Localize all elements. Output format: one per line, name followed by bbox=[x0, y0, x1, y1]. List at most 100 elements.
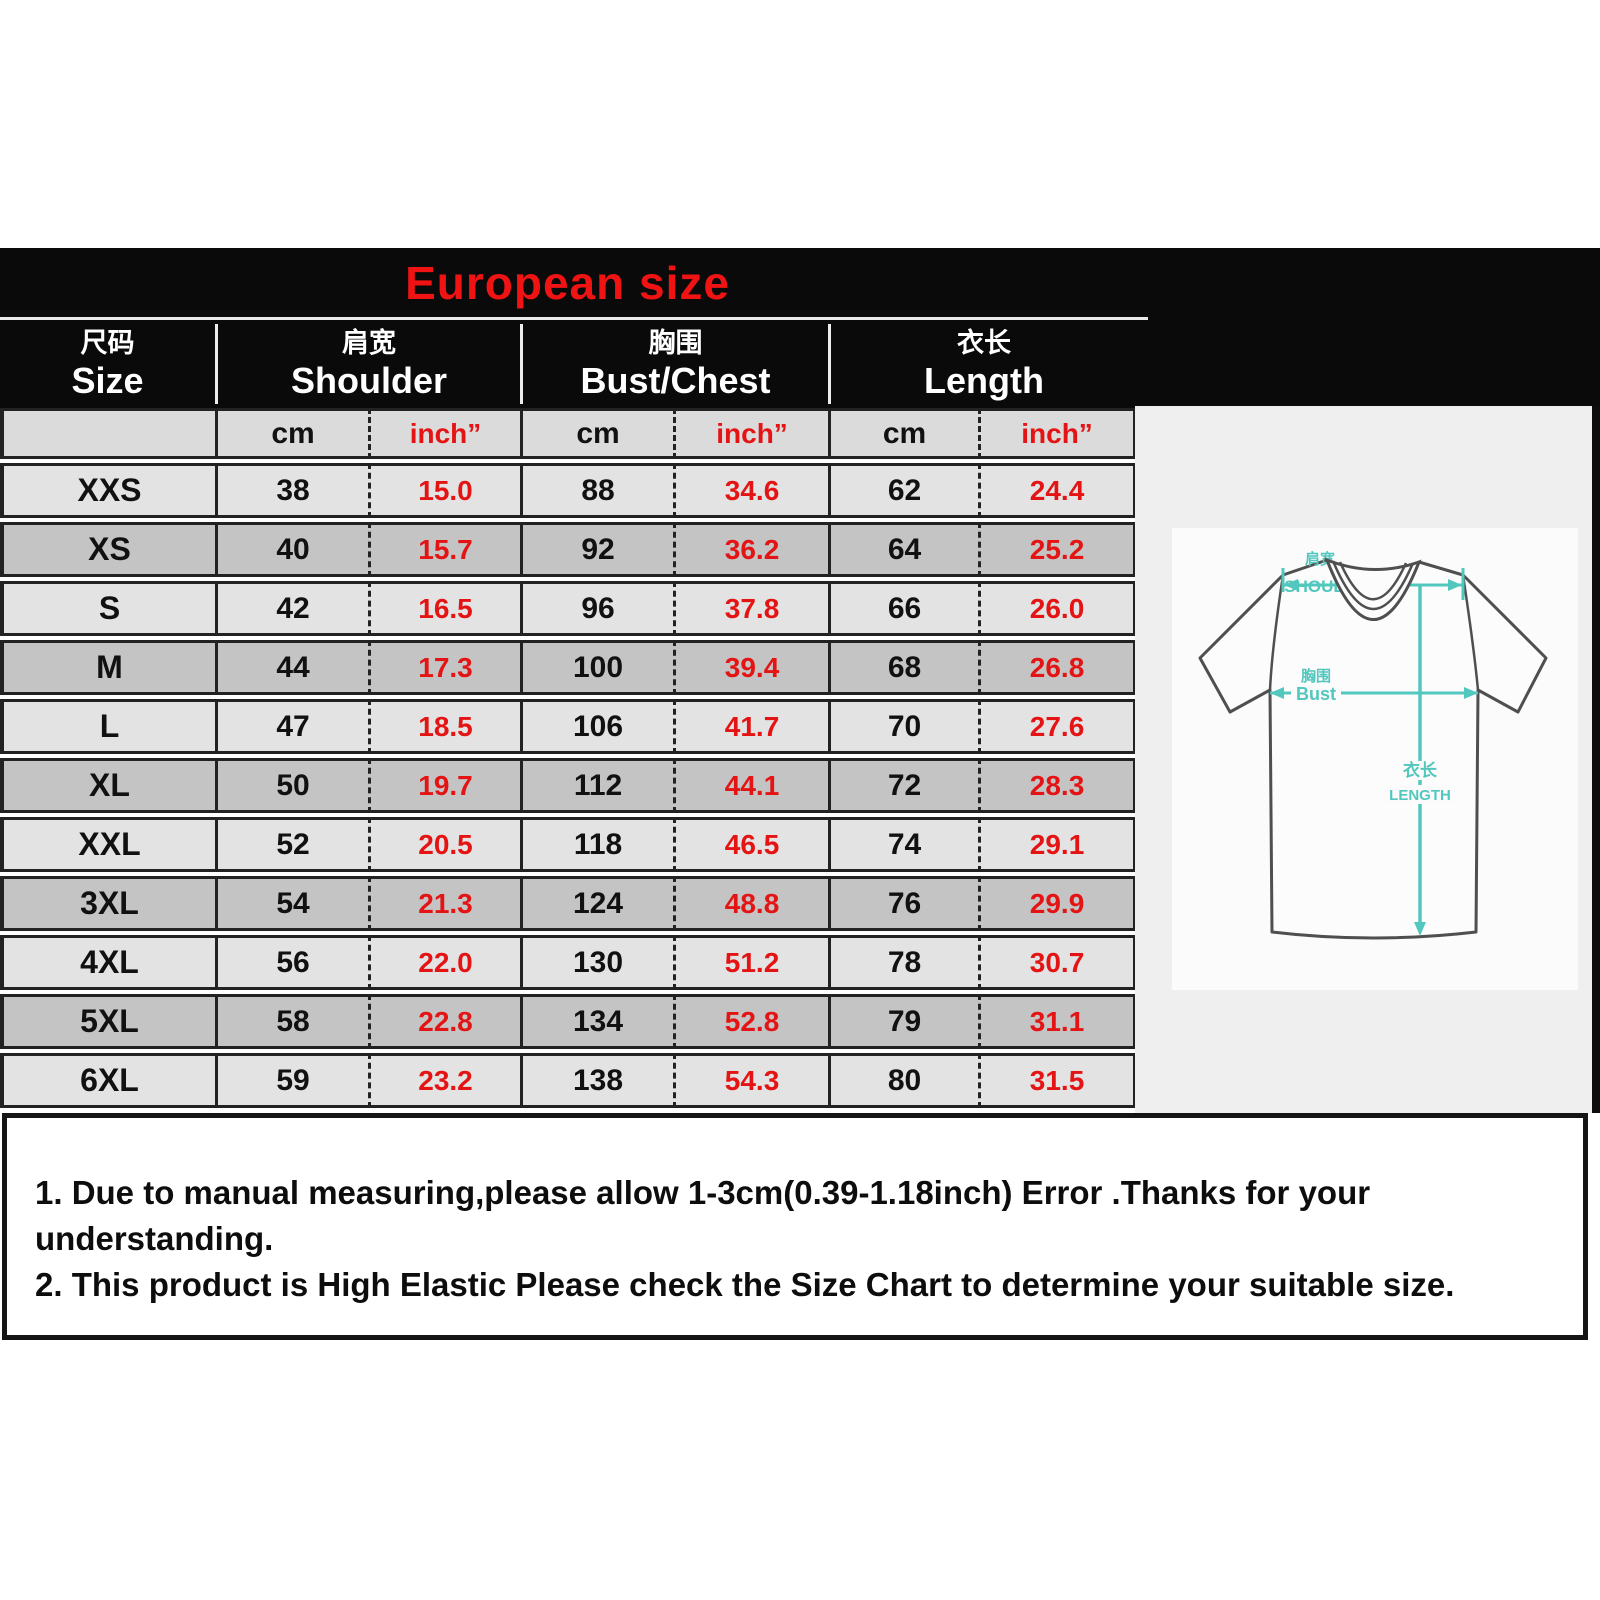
length-label-en: LENGTH bbox=[1389, 787, 1451, 804]
column-header-size: 尺码 Size bbox=[0, 324, 215, 404]
shoulder-cm: 52 bbox=[215, 817, 368, 872]
size-label: XXS bbox=[0, 463, 215, 518]
bust-inch: 41.7 bbox=[673, 699, 829, 754]
tshirt-diagram: 肩宽 SHOULDER 衣长 LENGTH 胸围 Bust bbox=[1172, 528, 1578, 990]
shoulder-cm: 44 bbox=[215, 640, 368, 695]
bust-inch: 36.2 bbox=[673, 522, 829, 577]
collar bbox=[1324, 557, 1422, 621]
length-inch: 27.6 bbox=[978, 699, 1138, 754]
bust-cm: 124 bbox=[520, 876, 674, 931]
length-cm: 79 bbox=[828, 994, 979, 1049]
bust-cm: 88 bbox=[520, 463, 674, 518]
table-row: XS 40 15.7 92 36.2 64 25.2 bbox=[0, 522, 1138, 577]
unit-cm-length: cm bbox=[828, 408, 979, 459]
table-row: 3XL 54 21.3 124 48.8 76 29.9 bbox=[0, 876, 1138, 931]
shoulder-cm: 38 bbox=[215, 463, 368, 518]
shoulder-arrow-left bbox=[1284, 579, 1298, 591]
shoulder-inch: 22.8 bbox=[368, 994, 521, 1049]
size-label: 4XL bbox=[0, 935, 215, 990]
shoulder-arrow-right bbox=[1448, 579, 1462, 591]
bust-arrow-right bbox=[1464, 687, 1478, 699]
table-row: XXS 38 15.0 88 34.6 62 24.4 bbox=[0, 463, 1138, 518]
column-header-size-en: Size bbox=[71, 360, 144, 401]
length-inch: 25.2 bbox=[978, 522, 1138, 577]
length-cm: 64 bbox=[828, 522, 979, 577]
column-header-bust-zh: 胸围 bbox=[648, 328, 703, 358]
table-row: 5XL 58 22.8 134 52.8 79 31.1 bbox=[0, 994, 1138, 1049]
length-inch: 26.8 bbox=[978, 640, 1138, 695]
bust-cm: 92 bbox=[520, 522, 674, 577]
length-inch: 29.9 bbox=[978, 876, 1138, 931]
bust-cm: 118 bbox=[520, 817, 674, 872]
shoulder-inch: 18.5 bbox=[368, 699, 521, 754]
table-row: XXL 52 20.5 118 46.5 74 29.1 bbox=[0, 817, 1138, 872]
bust-cm: 130 bbox=[520, 935, 674, 990]
length-cm: 68 bbox=[828, 640, 979, 695]
bust-inch: 51.2 bbox=[673, 935, 829, 990]
notes-box: 1. Due to manual measuring,please allow … bbox=[2, 1113, 1588, 1340]
column-header-bust: 胸围 Bust/Chest bbox=[520, 324, 829, 404]
column-header-size-zh: 尺码 bbox=[80, 328, 135, 358]
length-inch: 30.7 bbox=[978, 935, 1138, 990]
shoulder-inch: 17.3 bbox=[368, 640, 521, 695]
unit-inch-bust: inch” bbox=[673, 408, 829, 459]
shoulder-cm: 40 bbox=[215, 522, 368, 577]
size-label: XS bbox=[0, 522, 215, 577]
bust-cm: 96 bbox=[520, 581, 674, 636]
table-row: M 44 17.3 100 39.4 68 26.8 bbox=[0, 640, 1138, 695]
length-cm: 66 bbox=[828, 581, 979, 636]
column-header-length-en: Length bbox=[924, 360, 1045, 401]
page-title: European size bbox=[405, 257, 730, 309]
tshirt-panel: 肩宽 SHOULDER 衣长 LENGTH 胸围 Bust bbox=[1135, 406, 1600, 1113]
size-table: 尺码 Size 肩宽 Shoulder 胸围 Bust/Chest 衣长 Len… bbox=[0, 320, 1138, 1112]
bust-inch: 39.4 bbox=[673, 640, 829, 695]
shoulder-cm: 50 bbox=[215, 758, 368, 813]
size-label: L bbox=[0, 699, 215, 754]
length-inch: 31.5 bbox=[978, 1053, 1138, 1108]
length-cm: 62 bbox=[828, 463, 979, 518]
unit-inch-shoulder: inch” bbox=[368, 408, 521, 459]
size-label: S bbox=[0, 581, 215, 636]
unit-empty-cell bbox=[0, 408, 215, 459]
shoulder-cm: 58 bbox=[215, 994, 368, 1049]
length-cm: 74 bbox=[828, 817, 979, 872]
bust-cm: 138 bbox=[520, 1053, 674, 1108]
column-header-bust-en: Bust/Chest bbox=[580, 360, 771, 401]
shoulder-cm: 47 bbox=[215, 699, 368, 754]
shoulder-inch: 16.5 bbox=[368, 581, 521, 636]
column-header-length-zh: 衣长 bbox=[957, 328, 1012, 358]
size-label: XL bbox=[0, 758, 215, 813]
shoulder-inch: 15.7 bbox=[368, 522, 521, 577]
title-wrap: European size bbox=[0, 248, 1135, 318]
length-cm: 70 bbox=[828, 699, 979, 754]
column-header-shoulder-zh: 肩宽 bbox=[342, 328, 396, 358]
length-label-en-bg bbox=[1384, 785, 1456, 804]
bust-cm: 106 bbox=[520, 699, 674, 754]
bust-inch: 34.6 bbox=[673, 463, 829, 518]
length-cm: 76 bbox=[828, 876, 979, 931]
sleeve-seam-left bbox=[1268, 574, 1285, 691]
length-inch: 31.1 bbox=[978, 994, 1138, 1049]
size-label: M bbox=[0, 640, 215, 695]
unit-header-row: cm inch” cm inch” cm inch” bbox=[0, 408, 1138, 459]
column-header-shoulder: 肩宽 Shoulder bbox=[215, 324, 521, 404]
bust-inch: 44.1 bbox=[673, 758, 829, 813]
size-label: 6XL bbox=[0, 1053, 215, 1108]
bust-inch: 37.8 bbox=[673, 581, 829, 636]
bust-label-en-bg bbox=[1291, 684, 1341, 702]
bust-arrow-left bbox=[1270, 687, 1284, 699]
length-inch: 24.4 bbox=[978, 463, 1138, 518]
length-cm: 78 bbox=[828, 935, 979, 990]
length-inch: 26.0 bbox=[978, 581, 1138, 636]
bust-cm: 100 bbox=[520, 640, 674, 695]
table-row: L 47 18.5 106 41.7 70 27.6 bbox=[0, 699, 1138, 754]
note-line-2: 2. This product is High Elastic Please c… bbox=[35, 1266, 1455, 1303]
tshirt-svg: 肩宽 SHOULDER 衣长 LENGTH 胸围 Bust bbox=[1198, 550, 1548, 940]
shoulder-inch: 23.2 bbox=[368, 1053, 521, 1108]
unit-cm-bust: cm bbox=[520, 408, 674, 459]
table-header-row: 尺码 Size 肩宽 Shoulder 胸围 Bust/Chest 衣长 Len… bbox=[0, 324, 1138, 404]
length-cm: 80 bbox=[828, 1053, 979, 1108]
shoulder-inch: 19.7 bbox=[368, 758, 521, 813]
length-arrow-down bbox=[1414, 922, 1426, 936]
size-label: 3XL bbox=[0, 876, 215, 931]
